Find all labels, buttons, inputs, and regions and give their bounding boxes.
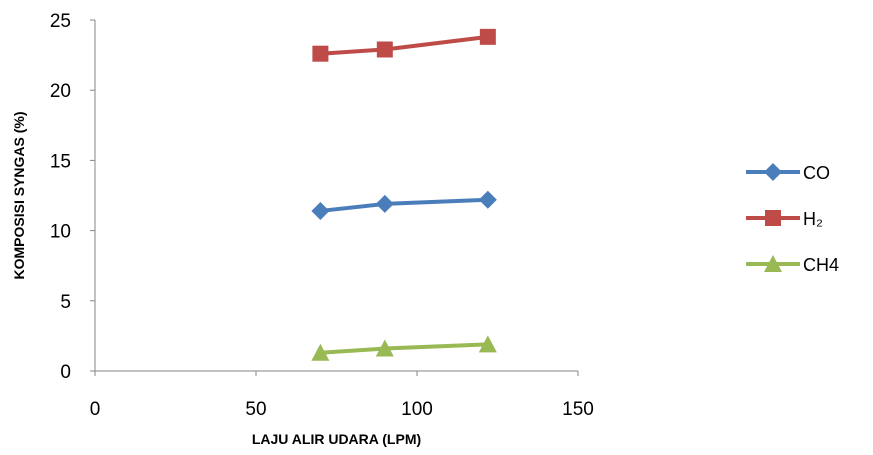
data-point [311,201,330,220]
x-axis-title: LAJU ALIR UDARA (LPM) [252,431,421,447]
legend-item: H₂ [746,209,823,229]
series-line [318,342,490,355]
data-point [311,343,330,361]
legend-item: CO [746,163,830,183]
x-tick-label: 0 [90,399,101,420]
y-tick-label: 5 [60,292,71,313]
series-0 [311,190,497,220]
data-point [376,41,393,58]
series-group [311,28,497,361]
y-tick-label: 20 [50,81,71,102]
legend-item: CH4 [746,255,839,275]
y-tick-label: 25 [50,11,71,32]
legend-swatch-marker [764,163,782,181]
y-axis-ticks: 0 5 10 15 20 25 [50,11,95,383]
y-axis-title: KOMPOSISI SYNGAS (%) [11,111,27,279]
series-2 [311,335,497,361]
data-point [375,194,394,213]
x-tick-label: 150 [562,399,594,420]
series-line [318,197,490,213]
legend-label: CO [803,163,830,183]
y-tick-label: 10 [50,222,71,243]
series-1 [312,28,496,62]
legend: CO H₂ CH4 [746,163,839,275]
legend-swatch-marker [764,255,782,272]
data-point [375,339,394,357]
x-tick-label: 100 [401,399,433,420]
y-tick-label: 15 [50,151,71,172]
data-point [312,45,329,62]
legend-swatch-marker [765,210,781,226]
legend-label: CH4 [803,255,839,275]
data-point [478,335,497,353]
y-tick-label: 0 [60,362,71,383]
x-tick-label: 50 [245,399,266,420]
x-axis-ticks: 0 50 100 150 [90,371,594,420]
data-point [478,190,497,209]
series-line [318,34,490,56]
data-point [479,28,496,45]
legend-label: H₂ [803,209,823,229]
chart-axes [94,20,578,372]
